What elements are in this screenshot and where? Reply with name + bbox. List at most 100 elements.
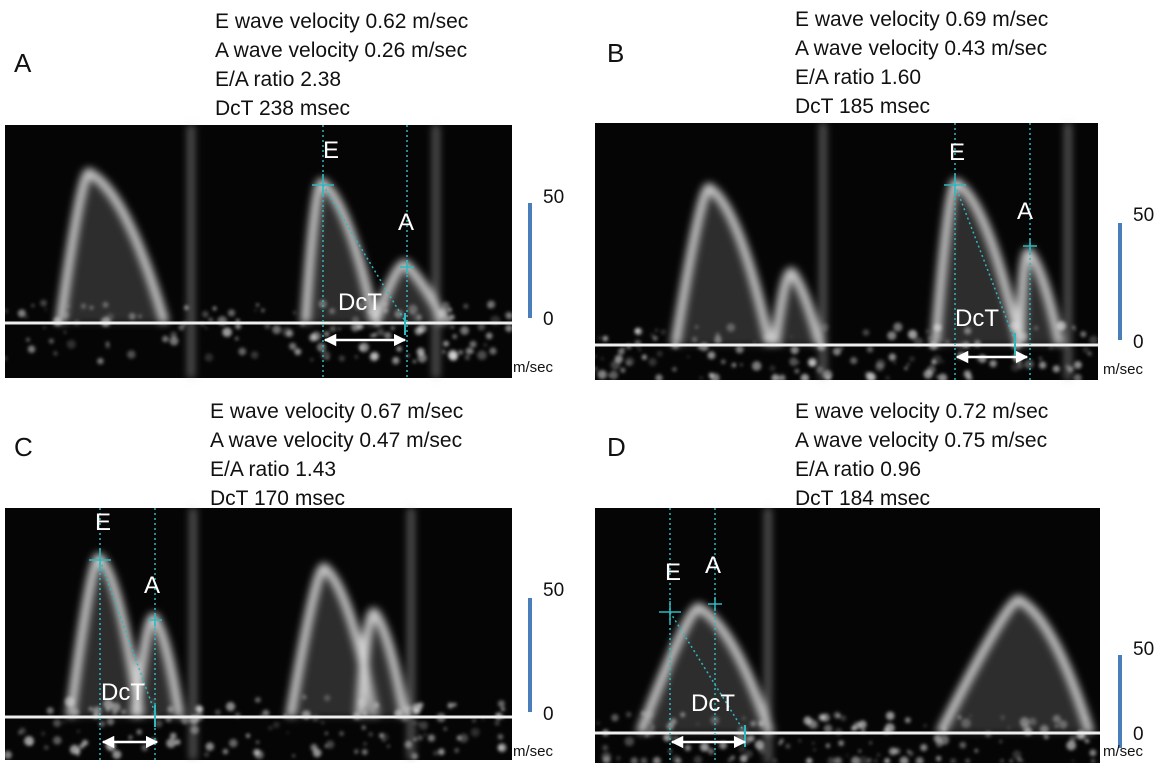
measurement: A wave velocity 0.47 m/sec — [210, 429, 462, 452]
panel: A E wave velocity 0.62 m/sec A wave veloci… — [2, 10, 564, 378]
measurement: A wave velocity 0.75 m/sec — [795, 429, 1047, 452]
speckle-dot — [450, 324, 455, 329]
speckle-dot — [1066, 740, 1077, 751]
measurement: E wave velocity 0.62 m/sec — [215, 10, 468, 33]
speckle-dot — [693, 755, 703, 763]
speckle-dot — [754, 740, 765, 750]
speckle-dot — [875, 362, 884, 372]
speckle-dot — [292, 754, 295, 758]
waveform — [285, 562, 380, 718]
speckle-dot — [668, 749, 672, 753]
speckle-dot — [686, 355, 690, 359]
speckle-dot — [292, 310, 297, 315]
speckle-dot — [361, 725, 366, 730]
speckle-dot — [477, 322, 486, 331]
measurement: E/A ratio 0.96 — [795, 458, 921, 481]
speckle-dot — [48, 338, 54, 344]
scale-bottom-label: 0 — [1133, 724, 1144, 745]
speckle-dot — [433, 750, 439, 756]
speckle-dot — [254, 750, 264, 760]
speckle-dot — [652, 335, 658, 341]
waveform — [770, 267, 825, 347]
measurement: A wave velocity 0.26 m/sec — [215, 39, 467, 62]
scale-unit: m/sec — [1103, 743, 1144, 760]
speckle-dot — [915, 756, 924, 763]
waveform — [670, 182, 775, 346]
speckle-dot — [465, 347, 473, 355]
panel-letter: C — [14, 432, 33, 462]
speckle-dot — [869, 741, 873, 745]
speckle-dot — [3, 750, 12, 760]
speckle-dot — [464, 355, 470, 360]
speckle-dot — [798, 739, 801, 742]
speckle-dot — [505, 311, 513, 319]
scale-bottom-label: 0 — [543, 309, 554, 330]
speckle-dot — [460, 326, 470, 335]
speckle-dot — [888, 353, 897, 361]
speckle-dot — [489, 347, 497, 355]
panel-letter: D — [607, 432, 626, 462]
speckle-dot — [779, 738, 784, 743]
speckle-dot — [44, 308, 48, 311]
speckle-dot — [999, 758, 1005, 763]
speckle-dot — [19, 727, 26, 735]
speckle-dot — [1089, 335, 1098, 345]
speckle-dot — [229, 738, 238, 748]
speckle-dot — [624, 736, 635, 747]
speckle-dot — [823, 724, 833, 734]
speckle-dot — [885, 375, 890, 381]
speckle-dot — [625, 357, 635, 367]
speckle-dot — [778, 374, 786, 382]
speckle-dot — [851, 725, 857, 732]
dct-slope — [669, 611, 746, 734]
speckle-dot — [672, 367, 677, 372]
speckle-dot — [707, 748, 715, 755]
speckle-dot — [245, 733, 251, 738]
speckle-dot — [255, 699, 258, 702]
speckle-dot — [256, 740, 260, 744]
speckle-dot — [825, 375, 832, 381]
speckle-dot — [470, 727, 480, 737]
scale-top-label: 50 — [1133, 205, 1154, 226]
speckle-dot — [390, 326, 395, 331]
speckle-dot — [655, 329, 658, 332]
speckle-dot — [609, 370, 619, 380]
speckle-dot — [592, 366, 598, 372]
speckle-dot — [339, 731, 344, 736]
measurement: E wave velocity 0.67 m/sec — [210, 400, 463, 423]
measurement: E/A ratio 1.43 — [210, 458, 336, 481]
speckle-dot — [76, 753, 80, 757]
cross-marker — [1023, 239, 1037, 253]
speckle-dot — [1072, 325, 1076, 329]
spike — [190, 508, 196, 760]
speckle-dot — [727, 758, 732, 763]
speckle-dot — [441, 349, 446, 354]
speckle-dot — [447, 702, 454, 709]
speckle-dot — [281, 326, 292, 337]
speckle-dot — [44, 745, 49, 750]
measurement: E wave velocity 0.69 m/sec — [795, 8, 1048, 31]
speckle-dot — [1016, 756, 1022, 763]
speckle-dot — [601, 357, 604, 360]
speckle-dot — [751, 361, 762, 371]
speckle-dot — [794, 368, 800, 374]
waveform — [935, 594, 1095, 736]
speckle-dot — [29, 742, 33, 746]
speckle-dot — [443, 340, 450, 347]
speckle-dot — [413, 722, 416, 725]
spike — [408, 508, 414, 760]
speckle-dot — [79, 743, 85, 749]
speckle-dot — [593, 355, 597, 358]
panel-letter: A — [14, 48, 32, 78]
speckle-dot — [923, 369, 933, 379]
speckle-dot — [112, 750, 122, 760]
speckle-dot — [381, 738, 386, 742]
speckle-dot — [974, 748, 979, 753]
speckle-dot — [250, 351, 259, 359]
speckle-dot — [178, 324, 185, 331]
speckle-dot — [212, 306, 217, 311]
speckle-dot — [840, 346, 844, 350]
speckle-dot — [858, 756, 869, 763]
cross-marker — [148, 613, 162, 627]
scale-unit: m/sec — [1103, 361, 1144, 378]
